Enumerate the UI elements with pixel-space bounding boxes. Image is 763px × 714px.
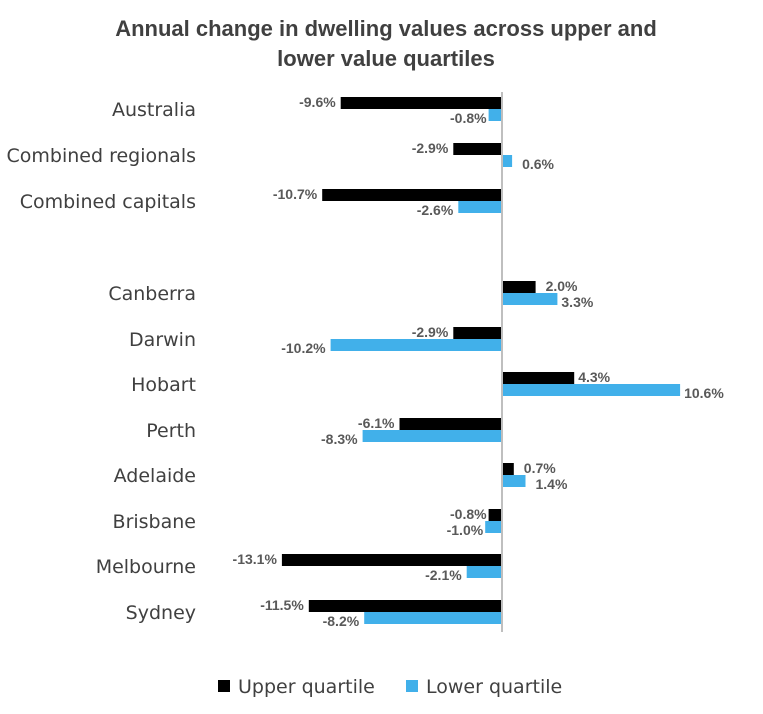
category-label: Canberra bbox=[108, 283, 196, 305]
bar-upper-quartile bbox=[399, 418, 502, 430]
data-label-upper: -10.7% bbox=[273, 186, 318, 202]
bar-upper-quartile bbox=[453, 143, 502, 155]
chart-title-line-1: Annual change in dwelling values across … bbox=[115, 16, 657, 41]
bar-upper-quartile bbox=[488, 509, 502, 521]
data-label-lower: 3.3% bbox=[561, 294, 593, 310]
data-label-lower: 1.4% bbox=[536, 476, 568, 492]
data-label-lower: -1.0% bbox=[447, 522, 484, 538]
data-label-upper: 0.7% bbox=[524, 460, 556, 476]
bar-lower-quartile bbox=[485, 521, 502, 533]
bar-upper-quartile bbox=[281, 554, 502, 566]
category-label: Sydney bbox=[126, 602, 196, 624]
bar-upper-quartile bbox=[340, 97, 502, 109]
category-label: Combined regionals bbox=[7, 145, 196, 167]
category-label: Adelaide bbox=[114, 465, 196, 487]
bar-upper-quartile bbox=[502, 372, 575, 384]
data-label-lower: -2.6% bbox=[417, 202, 454, 218]
category-label: Perth bbox=[146, 420, 196, 442]
category-label: Brisbane bbox=[113, 511, 196, 533]
data-label-lower: -2.1% bbox=[425, 567, 462, 583]
bar-lower-quartile bbox=[502, 475, 526, 487]
bar-lower-quartile bbox=[502, 384, 681, 396]
data-label-upper: -6.1% bbox=[358, 415, 395, 431]
bar-lower-quartile bbox=[466, 566, 502, 578]
bar-upper-quartile bbox=[502, 281, 536, 293]
bar-upper-quartile bbox=[308, 600, 502, 612]
bar-lower-quartile bbox=[330, 339, 502, 351]
legend-swatch-upper-quartile bbox=[218, 680, 230, 692]
data-label-upper: -11.5% bbox=[260, 597, 304, 613]
legend-label-lower-quartile: Lower quartile bbox=[426, 676, 562, 698]
data-label-lower: -10.2% bbox=[281, 340, 326, 356]
category-label: Combined capitals bbox=[20, 191, 196, 213]
data-label-lower: -8.2% bbox=[323, 613, 360, 629]
plot-area: Australia Combined regionals Combined capi… bbox=[7, 92, 724, 632]
legend-label-upper-quartile: Upper quartile bbox=[238, 676, 375, 698]
data-label-upper: 4.3% bbox=[578, 369, 610, 385]
bar-lower-quartile bbox=[364, 612, 502, 624]
category-label: Australia bbox=[112, 99, 196, 121]
bar-upper-quartile bbox=[453, 327, 502, 339]
bar-lower-quartile bbox=[362, 430, 502, 442]
data-label-lower: -8.3% bbox=[321, 431, 358, 447]
data-label-upper: -2.9% bbox=[412, 140, 449, 156]
bar-lower-quartile bbox=[458, 201, 502, 213]
data-label-upper: -13.1% bbox=[233, 551, 278, 567]
data-label-lower: 0.6% bbox=[522, 156, 554, 172]
data-label-upper: -0.8% bbox=[450, 506, 487, 522]
category-label: Melbourne bbox=[96, 556, 196, 578]
category-label: Darwin bbox=[129, 329, 196, 351]
bar-lower-quartile bbox=[502, 293, 558, 305]
data-label-upper: -9.6% bbox=[299, 94, 336, 110]
bar-lower-quartile bbox=[488, 109, 502, 121]
legend: Upper quartile Lower quartile bbox=[218, 676, 562, 698]
legend-swatch-lower-quartile bbox=[406, 680, 418, 692]
data-label-lower: -0.8% bbox=[450, 110, 487, 126]
chart-title-line-2: lower value quartiles bbox=[277, 46, 495, 71]
bar-upper-quartile bbox=[322, 189, 502, 201]
bar-lower-quartile bbox=[502, 155, 513, 167]
bar-upper-quartile bbox=[502, 463, 514, 475]
category-label: Hobart bbox=[131, 374, 196, 396]
data-label-lower: 10.6% bbox=[684, 385, 724, 401]
data-label-upper: -2.9% bbox=[412, 324, 449, 340]
data-label-upper: 2.0% bbox=[546, 278, 578, 294]
